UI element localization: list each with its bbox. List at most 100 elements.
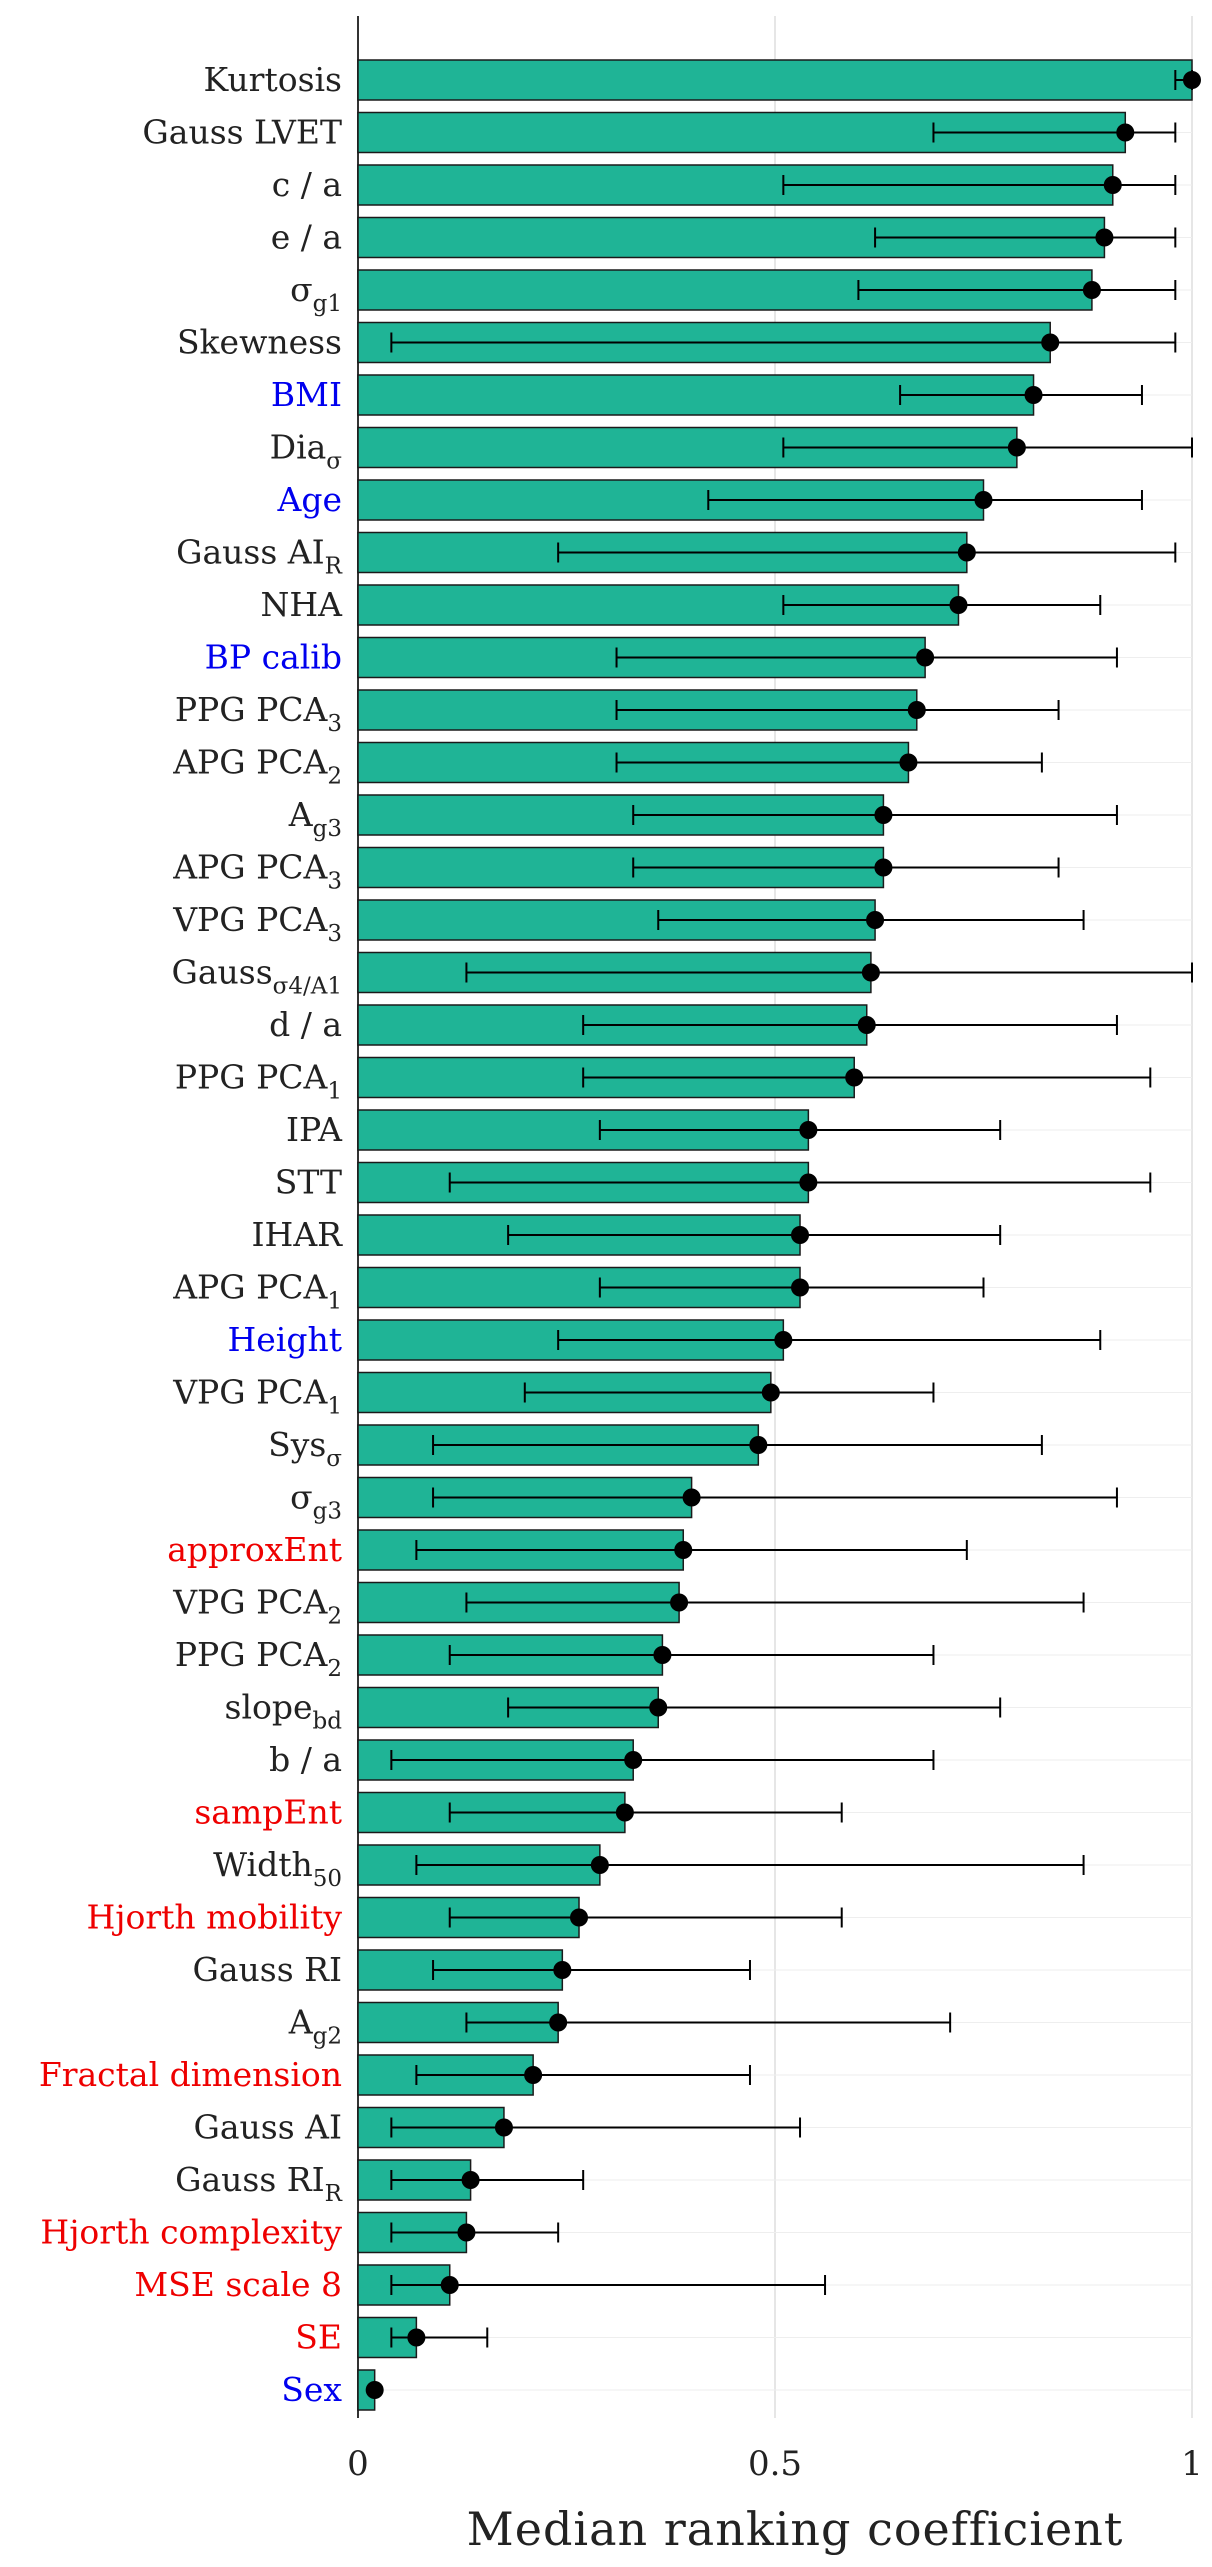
category-label-3: e / a [271,218,342,257]
median-marker-19 [845,1068,864,1087]
x-tick-layer: 0 0.5 1 [347,2444,1203,2484]
median-marker-37 [549,2013,568,2032]
category-label-10: NHA [261,585,344,624]
median-marker-11 [916,648,935,667]
median-marker-27 [682,1488,701,1507]
category-label-34: Width50 [213,1845,342,1892]
category-label-0: Kurtosis [203,60,342,99]
category-label-44: Sex [281,2370,342,2409]
bar-16 [357,899,876,941]
median-marker-5 [1041,333,1060,352]
category-label-30: PPG PCA2 [175,1635,342,1682]
median-marker-32 [624,1751,643,1769]
category-label-8: Age [277,480,343,519]
median-marker-43 [407,2328,426,2347]
category-label-11: BP calib [205,638,342,677]
category-label-6: BMI [271,375,342,414]
median-marker-3 [1095,228,1114,247]
median-marker-23 [791,1278,810,1297]
median-marker-38 [524,2066,543,2084]
category-label-39: Gauss AI [193,2108,342,2147]
category-label-5: Skewness [177,323,342,362]
errorbar-layer [365,70,1201,2399]
median-marker-9 [957,543,976,562]
median-marker-16 [866,911,885,929]
category-label-25: VPG PCA1 [172,1373,342,1420]
median-marker-15 [874,858,893,877]
category-label-36: Gauss RI [192,1950,342,1989]
category-label-22: IHAR [252,1215,344,1254]
median-marker-42 [440,2276,459,2294]
category-label-29: VPG PCA2 [172,1583,342,1630]
median-marker-30 [653,1646,672,1664]
category-label-12: PPG PCA3 [175,690,342,737]
median-marker-13 [899,753,918,772]
category-label-23: APG PCA1 [172,1268,342,1315]
category-label-33: sampEnt [194,1793,342,1832]
median-marker-2 [1103,176,1122,194]
category-label-19: PPG PCA1 [175,1058,342,1105]
median-marker-10 [949,596,968,614]
x-tick-label-0: 0 [347,2444,369,2484]
median-marker-29 [670,1593,689,1612]
category-label-1: Gauss LVET [142,113,342,152]
category-label-2: c / a [272,165,342,204]
category-label-7: Diaσ [270,428,343,475]
median-marker-6 [1024,386,1043,404]
category-label-32: b / a [269,1740,342,1779]
median-marker-24 [774,1331,793,1349]
median-marker-33 [615,1803,634,1822]
median-marker-36 [553,1961,572,1979]
category-label-15: APG PCA3 [172,848,342,895]
median-marker-39 [494,2118,513,2137]
category-label-9: Gauss AIR [176,533,343,580]
category-label-18: d / a [269,1005,342,1044]
median-marker-17 [861,963,880,982]
category-label-20: IPA [286,1110,343,1149]
median-marker-28 [674,1541,693,1559]
category-label-28: approxEnt [167,1530,342,1569]
median-marker-18 [857,1016,876,1034]
bar-0 [357,59,1193,101]
category-label-layer: Kurtosis Gauss LVET c / a e / a σg1 Skewness B… [39,60,343,2409]
median-marker-40 [461,2171,480,2189]
category-label-35: Hjorth mobility [86,1898,342,1937]
category-label-42: MSE scale 8 [134,2265,342,2304]
category-label-38: Fractal dimension [39,2055,342,2094]
median-marker-34 [590,1856,609,1874]
category-label-13: APG PCA2 [172,743,342,790]
x-axis-label: Median ranking coefficient [467,2502,1124,2556]
category-label-17: Gaussσ4/A1 [172,953,343,1000]
category-label-24: Height [227,1320,342,1359]
category-label-41: Hjorth complexity [40,2213,342,2252]
x-tick-label-2: 1 [1181,2444,1203,2484]
x-tick-label-1: 0.5 [748,2444,802,2484]
category-label-21: STT [275,1163,342,1202]
category-label-16: VPG PCA3 [172,900,342,947]
category-label-31: slopebd [225,1688,343,1735]
median-marker-12 [907,701,926,719]
median-marker-8 [974,491,993,509]
median-marker-1 [1116,123,1135,142]
median-marker-25 [761,1383,780,1402]
median-marker-41 [457,2223,476,2242]
bar-37 [357,2001,559,2044]
median-marker-20 [799,1121,818,1139]
category-label-14: Ag3 [288,795,342,842]
median-marker-44 [365,2381,384,2399]
category-label-27: σg3 [290,1478,342,1525]
category-label-43: SE [295,2318,342,2357]
category-label-37: Ag2 [288,2003,342,2050]
median-marker-35 [570,1908,589,1927]
median-marker-26 [749,1436,768,1454]
category-label-40: Gauss RIR [175,2160,343,2207]
category-label-4: σg1 [290,270,342,317]
median-marker-31 [649,1698,668,1717]
median-marker-4 [1082,281,1101,299]
median-marker-21 [799,1173,818,1192]
median-marker-7 [1007,438,1026,457]
median-marker-14 [874,806,893,824]
median-marker-0 [1183,71,1201,89]
